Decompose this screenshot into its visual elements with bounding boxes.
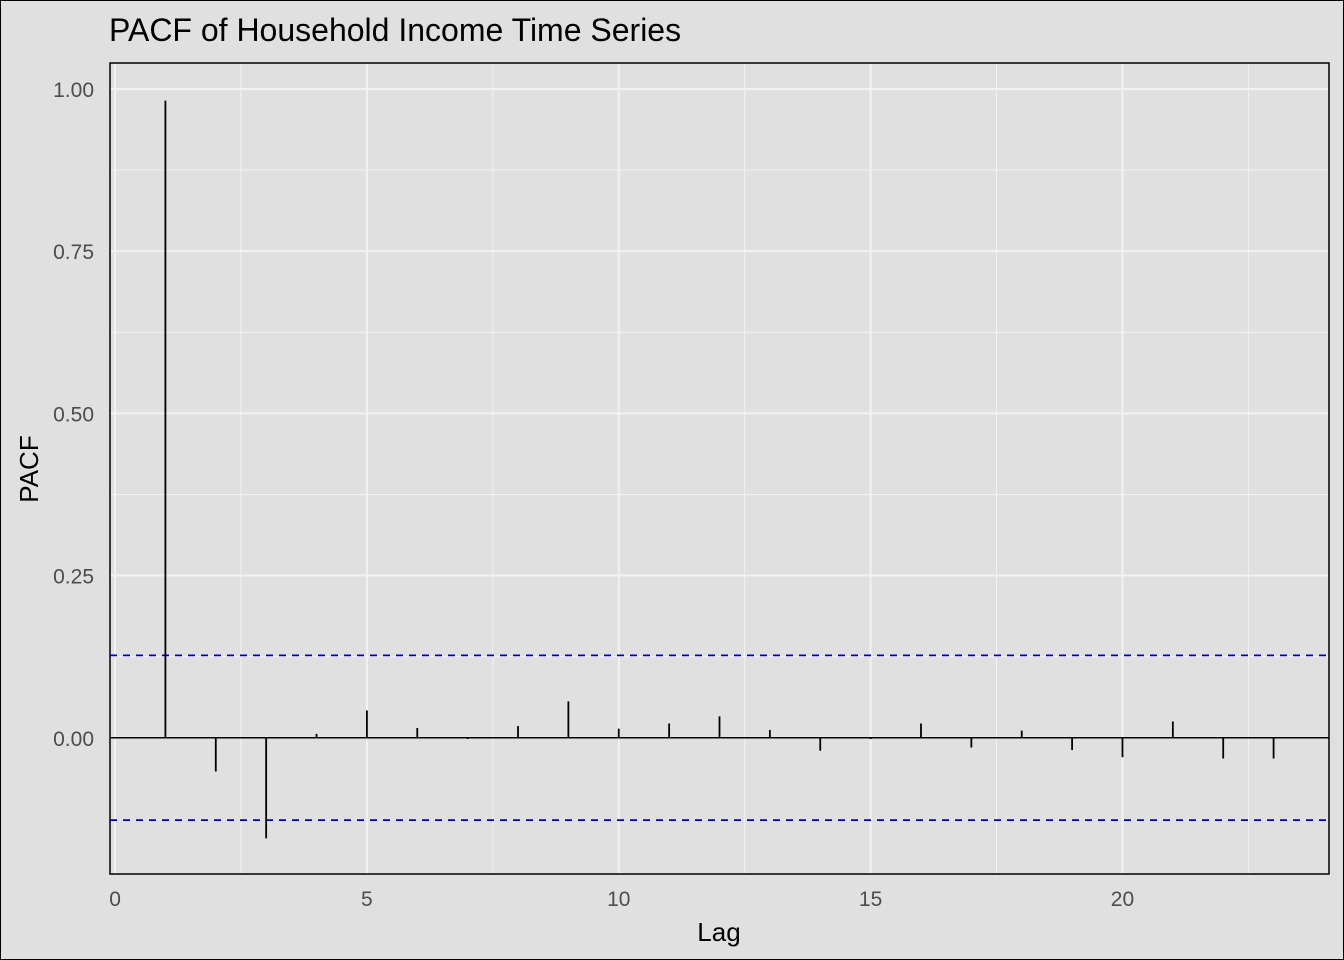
y-tick-label: 1.00 (53, 79, 94, 102)
x-tick-label: 0 (109, 888, 121, 911)
spike-layer (164, 100, 1275, 839)
chart-title: PACF of Household Income Time Series (109, 12, 681, 48)
x-tick-label: 10 (607, 888, 630, 911)
x-axis-label: Lag (697, 917, 740, 947)
x-tick-label: 15 (859, 888, 882, 911)
y-tick-label: 0.00 (53, 728, 94, 751)
grid-layer (110, 63, 1329, 874)
y-tick-label: 0.50 (53, 403, 94, 426)
x-tick-label: 20 (1111, 888, 1134, 911)
y-tick-labels: 0.00 0.25 0.50 0.75 1.00 (53, 79, 94, 751)
y-axis-label: PACF (14, 435, 44, 502)
y-tick-label: 0.25 (53, 566, 94, 589)
panel-border (109, 62, 1330, 875)
confidence-layer (110, 654, 1329, 822)
x-tick-label: 5 (361, 888, 373, 911)
x-tick-labels: 0 5 10 15 20 (109, 888, 1134, 911)
y-tick-label: 0.75 (53, 241, 94, 264)
